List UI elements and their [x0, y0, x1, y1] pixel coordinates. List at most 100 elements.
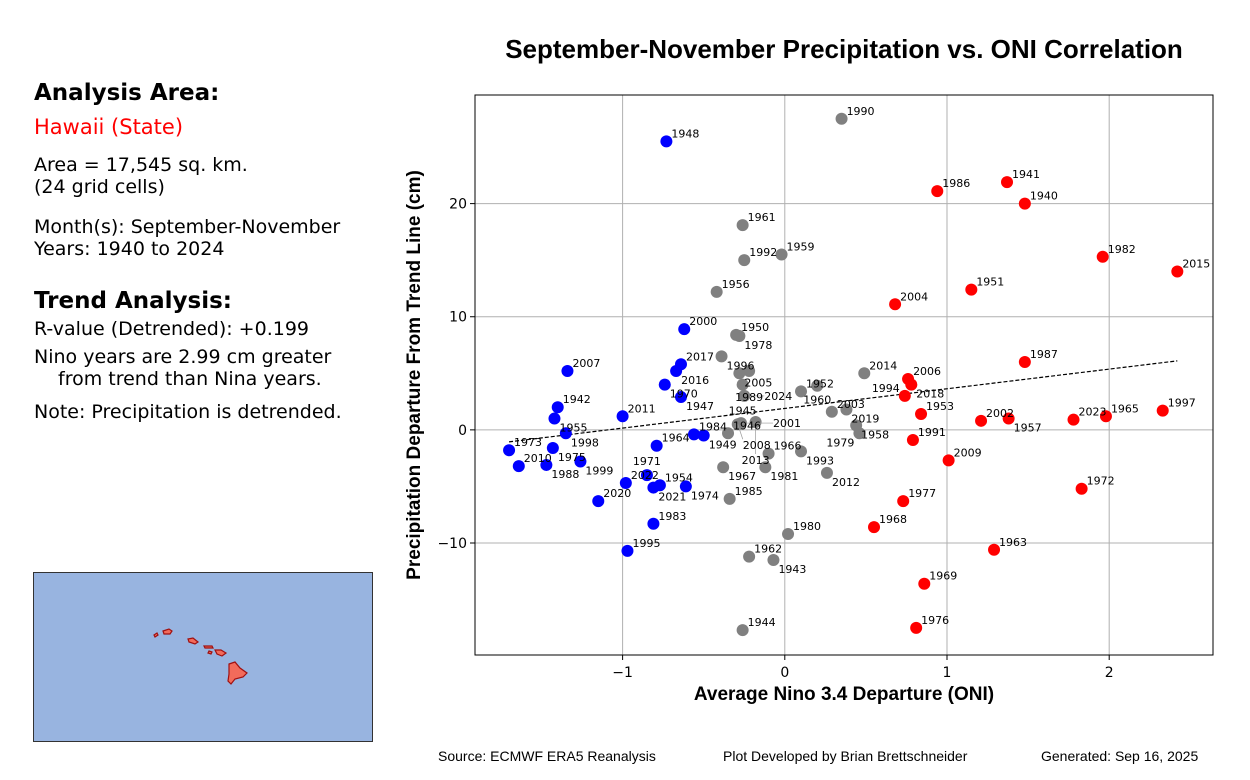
data-point-2018: [905, 378, 918, 391]
data-point-1987: [1018, 355, 1031, 368]
months: Month(s): September-November: [34, 216, 341, 238]
point-label-2011: 2011: [628, 402, 656, 415]
data-point-1989: [743, 365, 756, 378]
point-label-1980: 1980: [793, 520, 821, 533]
data-point-2004: [889, 298, 902, 311]
nino-diff-line2: from trend than Nina years.: [58, 368, 322, 390]
data-point-1979: [853, 427, 866, 440]
point-label-1948: 1948: [671, 127, 699, 140]
data-point-1988: [540, 458, 553, 471]
data-point-1984: [687, 428, 700, 441]
data-point-1941: [1001, 176, 1014, 189]
y-axis-label: Precipitation Departure From Trend Line …: [404, 170, 425, 580]
point-label-1999: 1999: [585, 465, 613, 478]
point-label-1972: 1972: [1087, 475, 1115, 488]
x-tick-label: 0: [780, 665, 789, 681]
hawaii-islands: [153, 628, 248, 685]
data-point-2007: [561, 365, 574, 378]
point-label-1955: 1955: [559, 422, 587, 435]
data-point-2014: [858, 367, 871, 380]
point-label-1982: 1982: [1108, 243, 1136, 256]
point-label-1951: 1951: [976, 276, 1004, 289]
x-tick-label: 2: [1105, 665, 1114, 681]
point-label-1981: 1981: [770, 470, 798, 483]
point-label-1991: 1991: [918, 426, 946, 439]
x-tick-label: −1: [612, 665, 633, 681]
point-label-1949: 1949: [709, 439, 737, 452]
data-point-1974: [679, 480, 692, 493]
data-point-1978: [733, 329, 746, 342]
point-label-2001: 2001: [773, 417, 801, 430]
years: Years: 1940 to 2024: [34, 238, 225, 260]
point-label-2002: 2002: [986, 407, 1014, 420]
point-label-2000: 2000: [689, 315, 717, 328]
point-label-2013: 2013: [742, 454, 770, 467]
data-point-1977: [897, 495, 910, 508]
point-label-1978: 1978: [744, 339, 772, 352]
data-point-1961: [736, 219, 749, 232]
data-point-1997: [1156, 404, 1169, 417]
data-point-2012: [820, 466, 833, 479]
point-label-1985: 1985: [735, 485, 763, 498]
point-label-1962: 1962: [754, 543, 782, 556]
point-label-1963: 1963: [999, 536, 1027, 549]
point-label-1958: 1958: [861, 428, 889, 441]
label-leader-2008: [737, 424, 744, 440]
data-point-2010: [512, 460, 525, 473]
point-label-1960: 1960: [803, 394, 831, 407]
point-label-1977: 1977: [908, 487, 936, 500]
point-label-1984: 1984: [699, 420, 727, 433]
point-label-1994: 1994: [872, 382, 900, 395]
point-label-2006: 2006: [913, 365, 941, 378]
point-label-2008: 2008: [743, 439, 771, 452]
data-point-1969: [918, 577, 931, 590]
point-label-2016: 2016: [681, 374, 709, 387]
map-ocean: [33, 572, 373, 742]
point-label-1998: 1998: [571, 436, 599, 449]
point-label-1964: 1964: [662, 432, 690, 445]
data-point-1996: [715, 350, 728, 363]
point-label-2012: 2012: [832, 476, 860, 489]
point-label-1946: 1946: [733, 419, 761, 432]
point-label-1992: 1992: [749, 246, 777, 259]
data-point-2011: [616, 410, 629, 423]
point-label-1944: 1944: [748, 616, 776, 629]
data-point-2022: [619, 477, 632, 490]
nino-diff-line1: Nino years are 2.99 cm greater: [34, 346, 332, 368]
source-note: Source: ECMWF ERA5 Reanalysis: [438, 748, 656, 764]
data-point-1945: [736, 378, 749, 391]
data-point-1944: [736, 624, 749, 637]
point-label-1947: 1947: [686, 400, 714, 413]
point-label-2009: 2009: [954, 446, 982, 459]
point-label-1950: 1950: [741, 321, 769, 334]
data-point-1993: [795, 445, 808, 458]
data-point-1973: [503, 444, 516, 457]
data-point-1967: [717, 461, 730, 474]
data-point-2003: [825, 405, 838, 418]
point-label-1970: 1970: [670, 388, 698, 401]
point-label-2007: 2007: [572, 357, 600, 370]
point-label-1952: 1952: [806, 377, 834, 390]
data-point-1999: [574, 455, 587, 468]
point-label-1979: 1979: [826, 436, 854, 449]
data-point-2002: [975, 414, 988, 427]
point-label-1957: 1957: [1014, 422, 1042, 435]
data-point-1943: [767, 553, 780, 566]
point-label-1943: 1943: [778, 563, 806, 576]
data-point-1971: [640, 469, 653, 482]
point-label-1967: 1967: [728, 470, 756, 483]
data-point-1992: [738, 254, 751, 267]
point-label-2014: 2014: [869, 359, 897, 372]
point-label-2023: 2023: [1079, 406, 1107, 419]
data-point-1966: [762, 447, 775, 460]
data-point-1948: [660, 135, 673, 148]
data-point-2019: [840, 403, 853, 416]
data-point-1953: [915, 408, 928, 421]
data-point-1960: [811, 379, 824, 392]
data-point-1994: [898, 389, 911, 402]
data-point-2016: [670, 365, 683, 378]
point-label-1941: 1941: [1012, 168, 1040, 181]
generated-date: Generated: Sep 16, 2025: [1041, 748, 1199, 764]
point-label-1983: 1983: [658, 510, 686, 523]
data-point-1946: [722, 427, 735, 440]
